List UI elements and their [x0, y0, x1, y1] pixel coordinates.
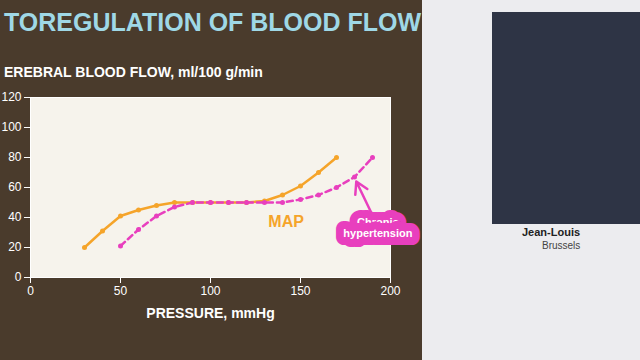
html-text:EREBRAL BLOOD FLOW, ml/100 g/m: EREBRAL BLOOD FLOW, ml/100 g/min: [4, 64, 263, 80]
svg-text:60: 60: [8, 180, 22, 194]
svg-text:PRESSURE, mmHg: PRESSURE, mmHg: [146, 305, 274, 321]
svg-text:0: 0: [15, 270, 22, 284]
html-text:TOREGULATION OF BLOOD FLOW: TOREGULATION OF BLOOD FLOW: [4, 8, 422, 36]
html-text:Jean-Louis: Jean-Louis: [522, 226, 581, 238]
svg-text:100: 100: [1, 120, 21, 134]
svg-text:100: 100: [200, 284, 220, 298]
svg-text:200: 200: [380, 284, 400, 298]
html-text:Brussels: Brussels: [542, 240, 581, 251]
svg-text:MAP: MAP: [268, 213, 304, 230]
svg-text:120: 120: [1, 90, 21, 104]
svg-text:150: 150: [290, 284, 310, 298]
svg-text:50: 50: [114, 284, 128, 298]
svg-text:40: 40: [8, 210, 22, 224]
svg-text:80: 80: [8, 150, 22, 164]
svg-text:0: 0: [27, 284, 34, 298]
svg-text:Chronichypertension: Chronichypertension: [343, 216, 412, 239]
svg-text:20: 20: [8, 240, 22, 254]
